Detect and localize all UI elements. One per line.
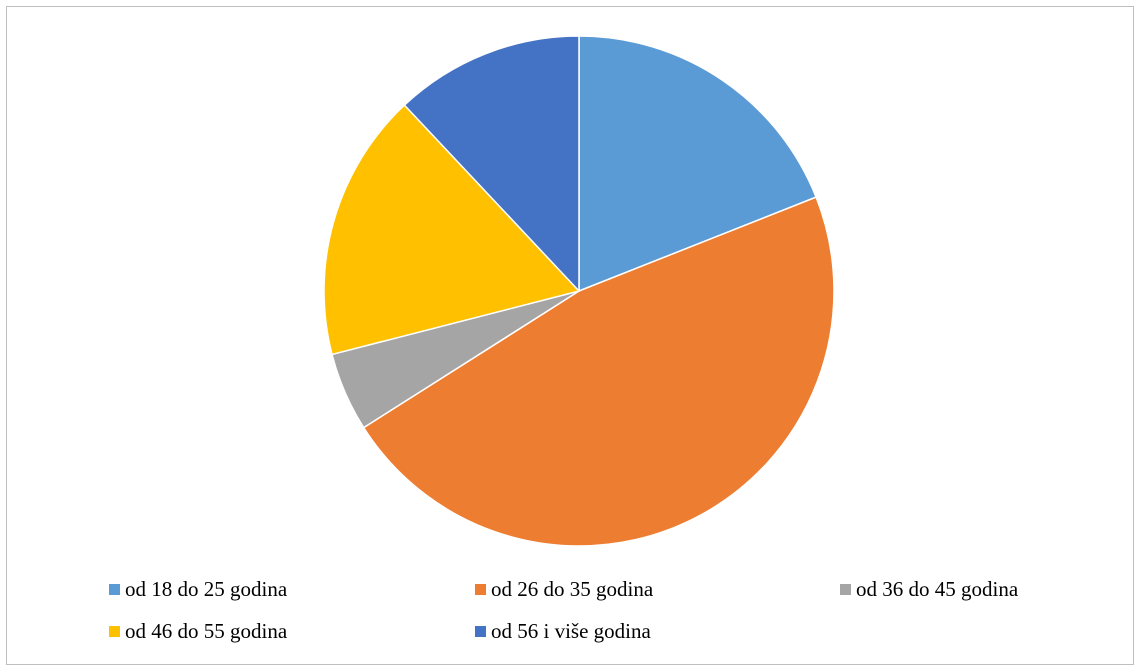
pie-chart [7, 7, 1135, 666]
chart-area: od 18 do 25 godina od 26 do 35 godina od… [6, 6, 1134, 665]
pie-slices [324, 36, 834, 546]
